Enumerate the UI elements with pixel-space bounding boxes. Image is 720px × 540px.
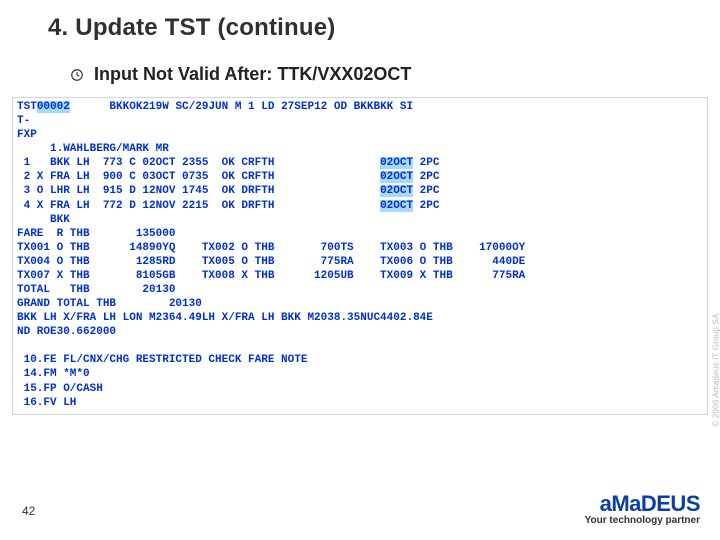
baggage: 2PC [413,157,439,169]
segment-line: 3 O LHR LH 915 D 12NOV 1745 OK DRFTH [17,185,380,197]
brand-logo: aMaDEUS [585,491,700,517]
terminal-line: TX004 O THB 1285RD TX005 O THB 775RA TX0… [17,256,525,268]
terminal-line: GRAND TOTAL THB 20130 [17,298,202,310]
segment-line: 4 X FRA LH 772 D 12NOV 2215 OK DRFTH [17,200,380,212]
tst-number: 00002 [37,101,70,113]
page-number: 42 [22,504,35,518]
footer: 42 aMaDEUS Your technology partner [0,480,720,530]
brand-tagline: Your technology partner [585,515,700,526]
terminal-line: 15.FP O/CASH [17,383,103,395]
subtitle: Input Not Valid After: TTK/VXX02OCT [94,64,411,85]
terminal-line: 16.FV LH [17,397,76,409]
terminal-output: TST00002 BKKOK219W SC/29JUN M 1 LD 27SEP… [12,97,708,415]
nva-date: 02OCT [380,200,413,212]
terminal-line: TOTAL THB 20130 [17,284,175,296]
terminal-line: BKK LH X/FRA LH LON M2364.49LH X/FRA LH … [17,312,433,324]
terminal-line: BKK [17,214,70,226]
baggage: 2PC [413,171,439,183]
clock-icon [70,68,84,82]
terminal-line: FARE R THB 135000 [17,228,175,240]
terminal-line: 10.FE FL/CNX/CHG RESTRICTED CHECK FARE N… [17,354,307,366]
terminal-line: T- [17,115,30,127]
terminal-line: 1.WAHLBERG/MARK MR [17,143,169,155]
baggage: 2PC [413,185,439,197]
segment-line: 1 BKK LH 773 C 02OCT 2355 OK CRFTH [17,157,380,169]
brand: aMaDEUS Your technology partner [585,491,700,526]
copyright-text: © 2006 Amadeus IT Group SA [712,270,720,470]
nva-date: 02OCT [380,171,413,183]
terminal-line: ND ROE30.662000 [17,326,116,338]
terminal-line: TX007 X THB 8105GB TX008 X THB 1205UB TX… [17,270,525,282]
baggage: 2PC [413,200,439,212]
tst-label: TST [17,101,37,113]
nva-date: 02OCT [380,157,413,169]
page-title: 4. Update TST (continue) [48,14,720,42]
terminal-line: FXP [17,129,37,141]
slide: 4. Update TST (continue) Input Not Valid… [0,0,720,540]
nva-date: 02OCT [380,185,413,197]
terminal-line: 14.FM *M*0 [17,368,90,380]
title-bar: 4. Update TST (continue) [0,0,720,48]
segment-line: 2 X FRA LH 900 C 03OCT 0735 OK CRFTH [17,171,380,183]
tst-header-rest: BKKOK219W SC/29JUN M 1 LD 27SEP12 OD BKK… [70,101,413,113]
terminal-line: TX001 O THB 14890YQ TX002 O THB 700TS TX… [17,242,525,254]
subtitle-row: Input Not Valid After: TTK/VXX02OCT [0,48,720,93]
